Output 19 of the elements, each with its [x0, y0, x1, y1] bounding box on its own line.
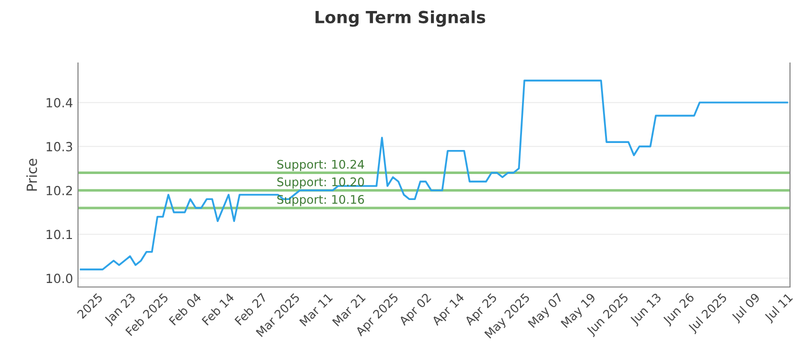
line-series: [80, 80, 788, 270]
x-tick-label: Mar 11: [299, 292, 333, 327]
x-tick-label: Apr 14: [431, 292, 466, 328]
y-tick-label: 10.0: [46, 274, 72, 284]
y-axis-title: Price: [26, 158, 38, 191]
ref-line-label: Support: 10.16: [277, 194, 364, 206]
y-tick-label: 10.3: [46, 142, 72, 152]
x-tick-label: Jun 13: [629, 292, 664, 327]
y-tick-label: 10.2: [46, 186, 72, 196]
x-tick-label: Feb 14: [201, 292, 235, 326]
x-tick-label: Jul 09: [730, 292, 762, 324]
y-tick-label: 10.4: [46, 98, 72, 108]
x-tick-label: Feb 04: [168, 292, 202, 326]
y-tick-label: 10.1: [46, 230, 72, 240]
x-tick-label: Apr 02: [398, 292, 434, 328]
ref-line-label: Support: 10.20: [277, 177, 364, 189]
x-tick-label: Jul 11: [763, 292, 795, 324]
ref-line-label: Support: 10.24: [277, 160, 364, 172]
chart-title: Long Term Signals: [316, 10, 486, 27]
